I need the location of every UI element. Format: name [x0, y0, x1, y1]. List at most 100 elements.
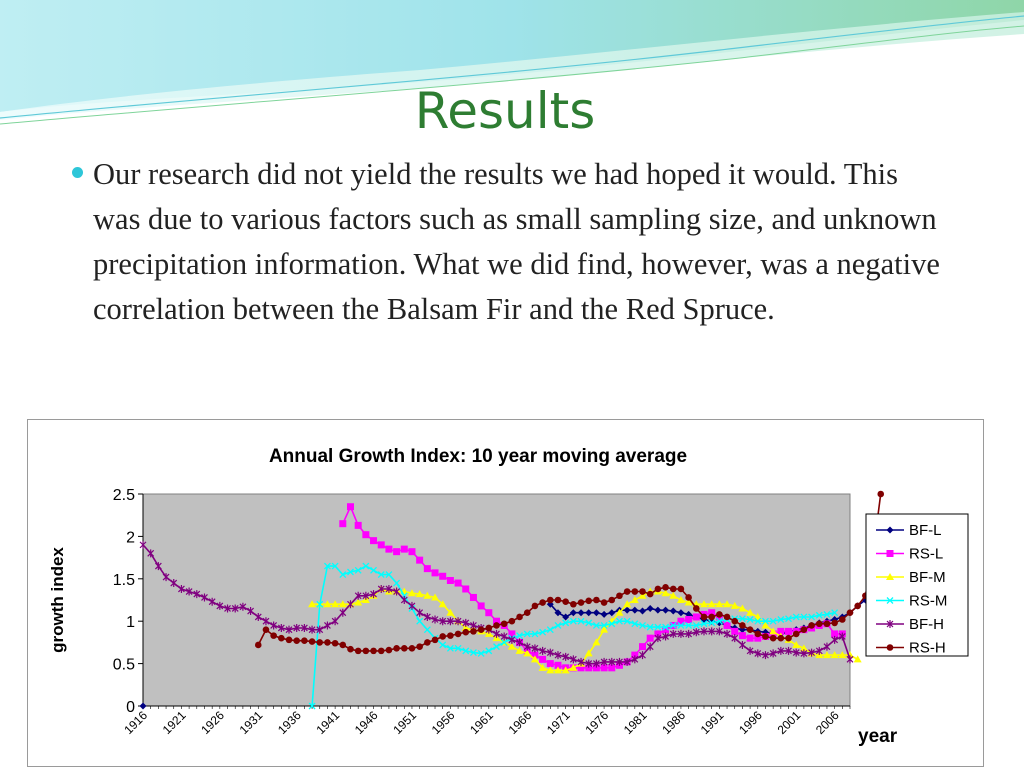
data-point-bf-m — [569, 663, 578, 671]
data-point-rs-h — [400, 645, 408, 652]
data-point-rs-m — [485, 647, 493, 655]
data-point-rs-l — [731, 627, 739, 635]
data-point-bf-l — [577, 609, 585, 617]
data-point-bf-h — [846, 655, 854, 664]
data-point-rs-m — [785, 615, 792, 623]
data-point-rs-m — [500, 638, 508, 646]
data-point-rs-l — [685, 616, 693, 624]
x-tick-label: 2001 — [775, 708, 804, 737]
data-point-rs-h — [600, 599, 608, 606]
data-point-bf-m — [600, 625, 609, 633]
data-point-rs-h — [769, 634, 777, 642]
data-point-bf-m — [515, 646, 524, 654]
data-point-rs-m — [539, 628, 547, 636]
data-point-bf-h — [685, 629, 693, 638]
data-point-bf-l — [592, 609, 600, 617]
data-point-bf-m — [661, 589, 670, 597]
data-point-bf-m — [853, 655, 862, 663]
data-point-bf-h — [362, 591, 370, 600]
data-point-bf-m — [507, 642, 516, 650]
data-point-rs-h — [477, 626, 485, 633]
data-point-rs-h — [546, 596, 554, 604]
data-point-rs-m — [677, 621, 685, 629]
data-point-bf-h — [300, 623, 308, 632]
x-tick-label: 1971 — [544, 708, 573, 737]
x-tick-label: 1936 — [275, 708, 304, 737]
data-point-rs-h — [424, 639, 431, 646]
data-point-rs-l — [646, 634, 654, 642]
data-point-rs-m — [608, 620, 616, 628]
data-point-bf-m — [338, 600, 347, 608]
data-point-rs-h — [485, 624, 493, 632]
x-axis-label: year — [858, 726, 898, 747]
data-point-rs-l — [393, 548, 401, 556]
data-point-bf-m — [323, 600, 332, 608]
series-bf-h — [139, 540, 854, 668]
data-point-rs-l — [554, 661, 562, 669]
data-point-bf-h — [254, 612, 262, 621]
data-point-bf-h — [738, 640, 746, 649]
data-point-rs-l — [831, 630, 839, 638]
data-point-rs-m — [339, 571, 347, 579]
data-point-bf-m — [707, 600, 716, 608]
data-point-rs-h — [324, 639, 331, 646]
data-point-bf-l — [600, 610, 608, 618]
data-point-rs-l — [423, 565, 431, 573]
data-point-rs-l — [585, 664, 593, 672]
data-point-rs-h — [408, 645, 416, 652]
series-rs-h — [254, 490, 885, 655]
data-point-rs-m — [516, 632, 524, 640]
data-point-rs-h — [493, 622, 500, 629]
data-point-bf-h — [416, 608, 424, 617]
bullet-icon — [72, 167, 83, 178]
data-point-rs-m — [554, 621, 562, 629]
data-point-bf-l — [562, 613, 570, 621]
data-point-bf-m — [415, 590, 424, 598]
data-point-rs-l — [485, 609, 493, 617]
data-point-rs-l — [454, 579, 462, 587]
legend-marker — [886, 620, 894, 628]
y-axis-label: growth index — [48, 547, 67, 653]
data-point-rs-m — [370, 566, 378, 574]
bullet-item: Our research did not yield the results w… — [72, 152, 952, 332]
data-point-bf-m — [530, 655, 539, 663]
data-point-rs-h — [623, 588, 631, 595]
slide-title: Results — [414, 82, 596, 140]
data-point-bf-m — [523, 649, 532, 657]
data-point-rs-h — [516, 613, 523, 621]
data-point-rs-m — [562, 619, 570, 627]
data-point-bf-h — [408, 601, 416, 610]
data-point-bf-h — [147, 549, 155, 558]
data-point-bf-h — [516, 638, 523, 647]
data-point-rs-m — [669, 621, 677, 629]
legend-box — [865, 513, 969, 657]
data-point-rs-h — [285, 636, 293, 644]
data-point-bf-h — [785, 646, 792, 655]
data-point-rs-h — [462, 628, 470, 636]
data-point-bf-h — [423, 612, 431, 621]
data-point-rs-h — [754, 630, 762, 638]
data-point-bf-h — [162, 573, 170, 582]
data-point-rs-h — [639, 588, 646, 595]
data-point-rs-m — [347, 568, 354, 576]
data-point-rs-h — [278, 634, 285, 642]
data-point-bf-h — [769, 649, 777, 658]
data-point-rs-h — [439, 633, 447, 640]
legend-label: RS-H — [909, 640, 946, 657]
data-point-rs-h — [362, 647, 370, 655]
data-point-rs-l — [469, 593, 477, 601]
data-point-bf-h — [224, 604, 231, 613]
legend-marker — [886, 644, 894, 651]
data-point-bf-h — [616, 657, 623, 666]
data-point-rs-h — [308, 638, 316, 645]
data-point-rs-m — [469, 649, 477, 657]
legend-item-bf-m: BF-M — [876, 569, 946, 586]
slide-banner-waves — [0, 0, 1024, 125]
data-point-bf-m — [584, 649, 593, 657]
data-point-rs-l — [662, 626, 670, 634]
legend-marker — [886, 526, 894, 534]
data-point-rs-h — [339, 641, 347, 649]
data-point-rs-m — [823, 610, 831, 618]
data-point-bf-m — [669, 591, 678, 599]
y-tick-label: 0 — [126, 699, 135, 716]
